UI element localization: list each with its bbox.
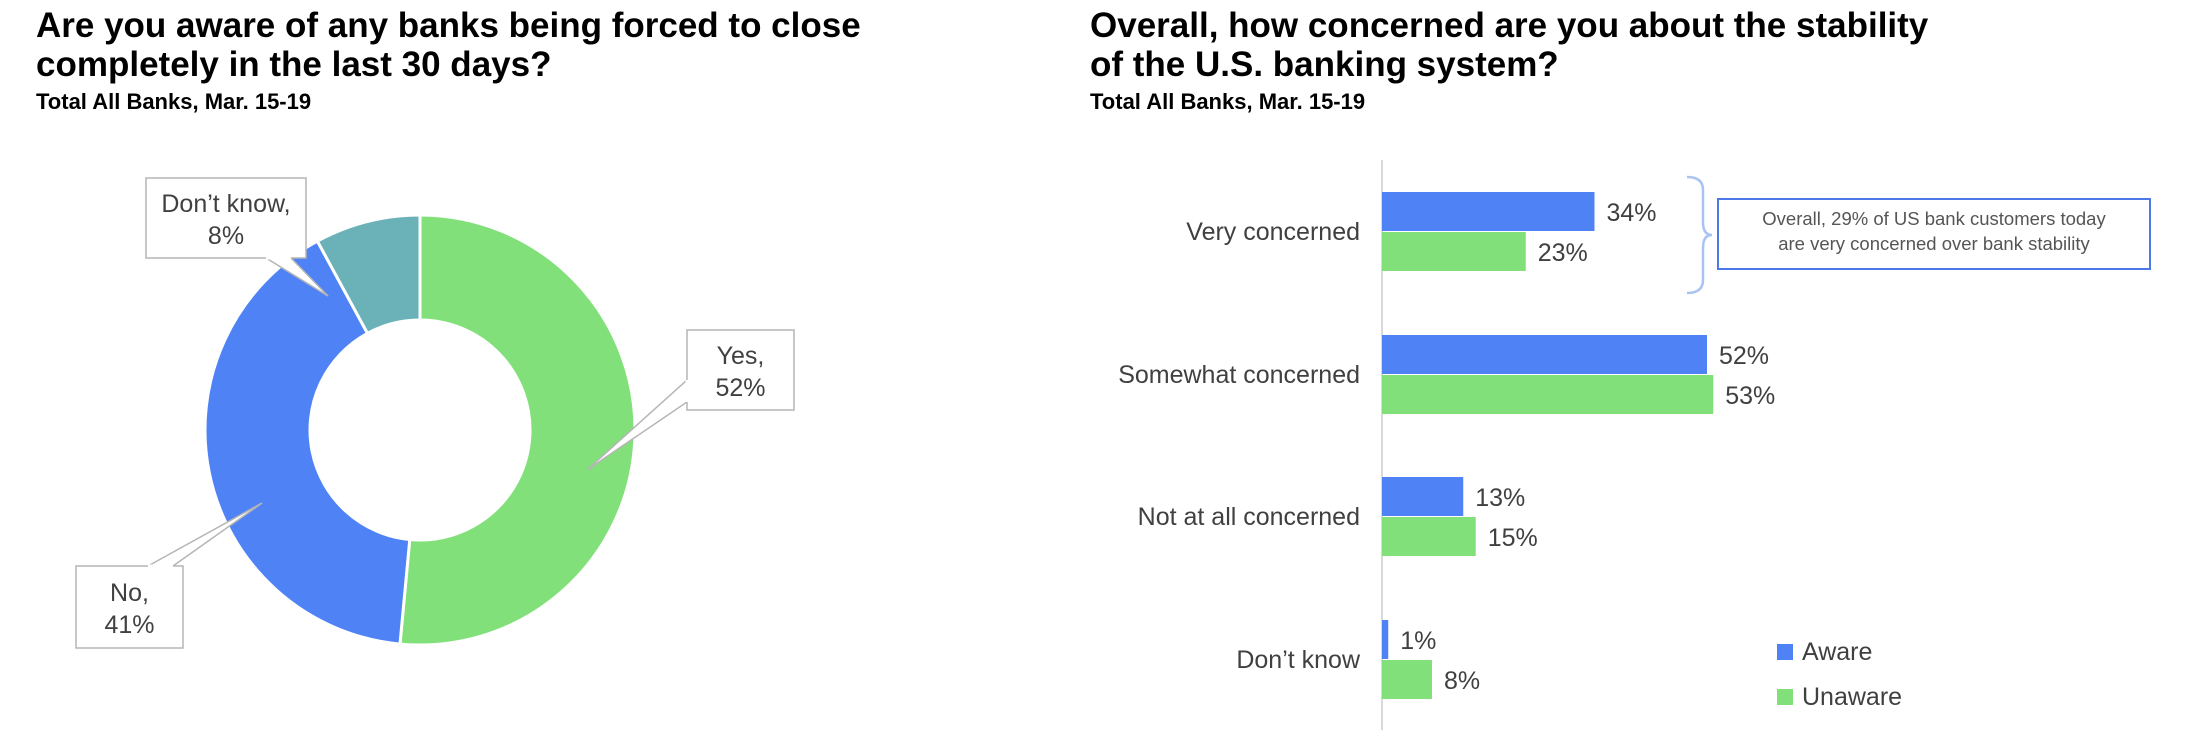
donut-label-text: Don’t know, [161,190,290,218]
data-label-aware-somewhat-concerned: 52% [1719,342,1769,370]
donut-title-line1: Are you aware of any banks being forced … [36,6,861,45]
bar-chart-subtitle: Total All Banks, Mar. 15-19 [1090,89,1366,114]
donut-slice-yes [398,213,637,647]
legend-label-aware: Aware [1802,638,1872,666]
bar-chart: Very concerned 34% 23% Somewhat concerned 52… [1118,160,1902,730]
donut-label-text: No, [110,579,149,607]
donut-chart: Yes, 52% No, 41% Don’t know, 8% [75,177,795,649]
donut-label-text: 52% [715,374,765,402]
donut-label-yes: Yes, 52% [586,329,795,471]
category-label-somewhat-concerned: Somewhat concerned [1118,361,1360,389]
donut-label-text: 8% [208,222,244,250]
callout-box: Overall, 29% of US bank customers today … [1717,198,2151,270]
bar-aware-not-at-all-concerned [1382,477,1464,516]
bar-title-line2: of the U.S. banking system? [1090,45,1559,84]
legend-swatch-aware [1777,644,1793,660]
donut-chart-panel: Are you aware of any banks being forced … [0,0,1060,744]
data-label-unaware-somewhat-concerned: 53% [1725,382,1775,410]
category-label-don-t-know: Don’t know [1236,646,1361,674]
category-label-very-concerned: Very concerned [1186,218,1360,246]
donut-label-no: No, 41% [75,502,263,649]
callout-line1: Overall, 29% of US bank customers today [1762,208,2106,229]
legend-label-unaware: Unaware [1802,683,1902,711]
data-label-unaware-very-concerned: 23% [1538,239,1588,267]
bar-unaware-not-at-all-concerned [1382,517,1476,556]
data-label-unaware-don-t-know: 8% [1444,667,1480,695]
data-label-aware-not-at-all-concerned: 13% [1475,484,1525,512]
donut-label-text: 41% [104,611,154,639]
bar-aware-very-concerned [1382,192,1595,231]
donut-label-text: Yes, [717,342,765,370]
data-label-aware-don-t-know: 1% [1400,627,1436,655]
donut-title-line2: completely in the last 30 days? [36,45,552,84]
bar-unaware-somewhat-concerned [1382,375,1714,414]
donut-label-box [75,565,184,649]
bar-aware-don-t-know [1382,620,1389,659]
legend-swatch-unaware [1777,689,1793,705]
donut-label-box [145,177,307,259]
donut-slice-don-t-know [315,213,422,336]
bar-chart-title: Overall, how concerned are you about the… [1090,6,1928,84]
donut-label-don-t-know: Don’t know, 8% [145,177,329,297]
donut-label-box [686,329,795,411]
data-label-unaware-not-at-all-concerned: 15% [1488,524,1538,552]
callout-line2: are very concerned over bank stability [1778,233,2090,254]
donut-chart-title: Are you aware of any banks being forced … [36,6,861,84]
bar-unaware-very-concerned [1382,232,1526,271]
callout-bracket [1686,175,1713,295]
donut-slice-no [203,239,412,646]
data-label-aware-very-concerned: 34% [1607,199,1657,227]
bar-unaware-don-t-know [1382,660,1432,699]
category-label-not-at-all-concerned: Not at all concerned [1138,503,1360,531]
bar-aware-somewhat-concerned [1382,335,1707,374]
bar-title-line1: Overall, how concerned are you about the… [1090,6,1929,45]
bar-chart-panel: Overall, how concerned are you about the… [1060,0,2188,744]
donut-chart-subtitle: Total All Banks, Mar. 15-19 [36,89,312,114]
